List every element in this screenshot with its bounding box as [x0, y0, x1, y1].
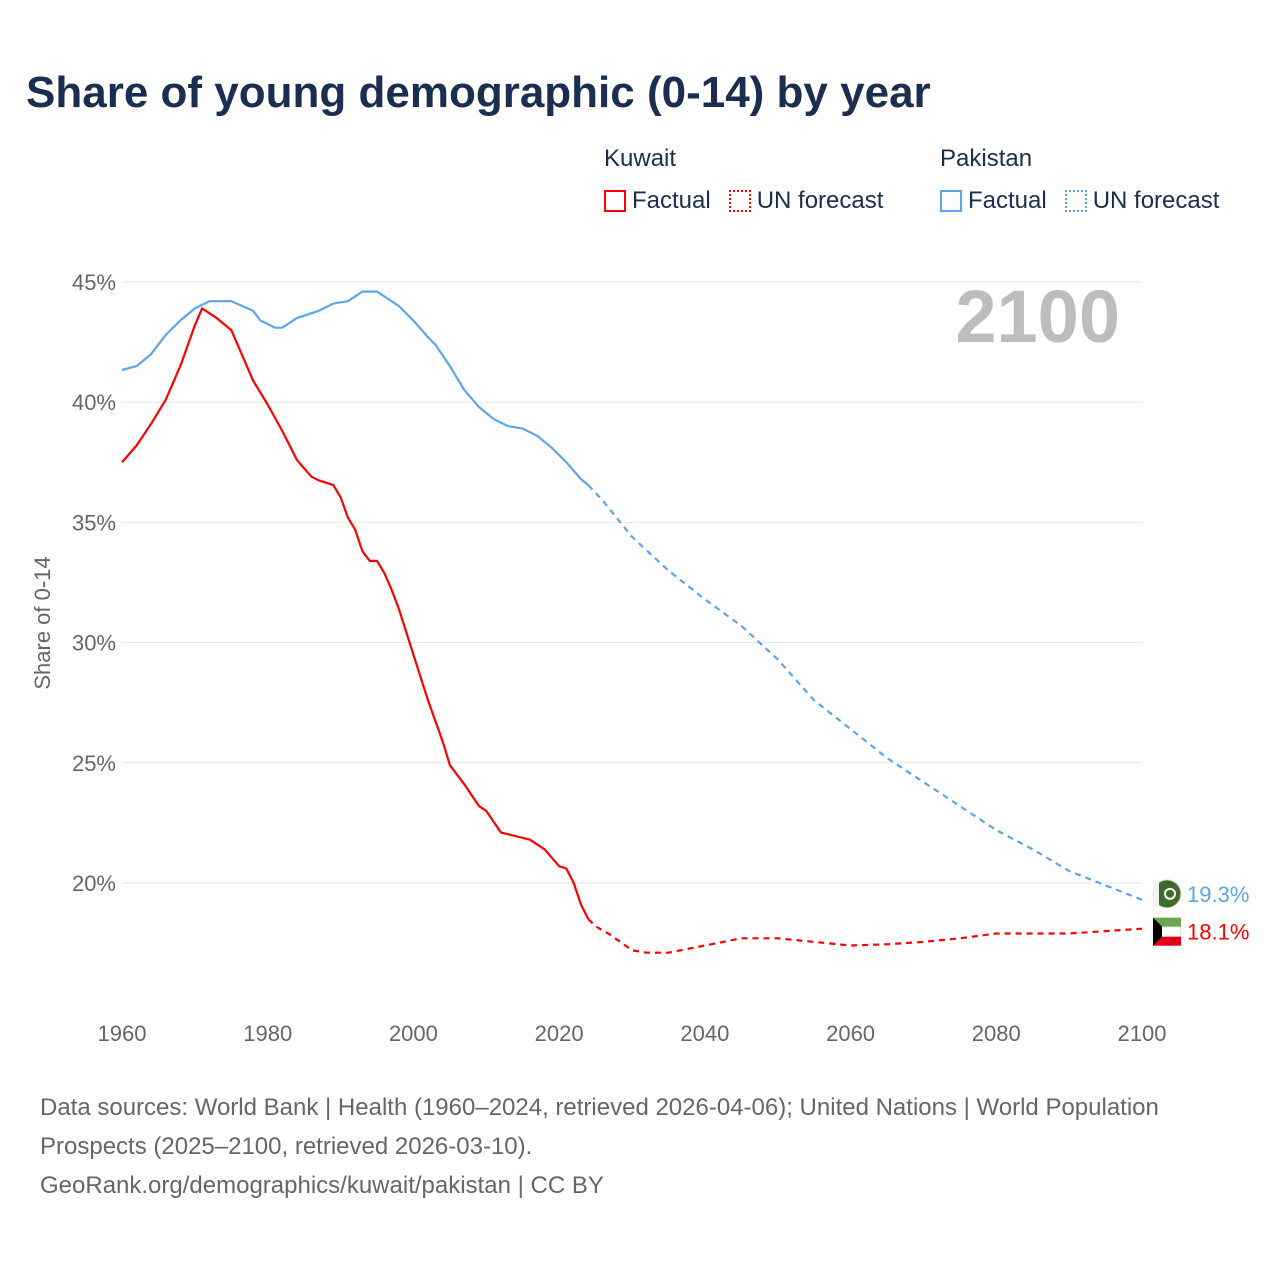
kuwait-flag-trapezoid	[1153, 917, 1162, 946]
x-tick-label: 2080	[972, 1021, 1021, 1046]
credit-link[interactable]: GeoRank.org/demographics/kuwait/pakistan…	[40, 1172, 604, 1199]
legend-label: Factual	[968, 187, 1047, 214]
year-display: 2100	[955, 275, 1120, 358]
pakistan-end-label: 19.3%	[1187, 882, 1249, 907]
pakistan-flag-crescent	[1164, 887, 1176, 900]
legend-swatch	[604, 190, 626, 212]
kuwait-factual-line	[121, 307, 590, 920]
y-tick-label: 20%	[72, 871, 116, 896]
x-tick-label: 1980	[243, 1021, 292, 1046]
x-tick-label: 1960	[98, 1021, 147, 1046]
footer: Data sources: World Bank | Health (1960–…	[40, 1088, 1240, 1205]
legend-swatch	[1064, 190, 1087, 212]
y-axis-label: Share of 0-14	[30, 556, 55, 689]
kuwait-flag-stripe	[1153, 917, 1181, 927]
kuwait-forecast-line	[587, 918, 1143, 954]
x-tick-label: 2040	[680, 1021, 729, 1046]
legend-country-label: Pakistan	[940, 145, 1033, 172]
chart-title: Share of young demographic (0-14) by yea…	[26, 68, 931, 117]
y-tick-label: 25%	[72, 751, 116, 776]
legend-kuwait-factual[interactable]: Factual	[604, 187, 711, 215]
y-tick-label: 30%	[72, 631, 116, 656]
pakistan-flag-stripe	[1153, 879, 1159, 908]
legend-swatch	[940, 190, 962, 212]
kuwait-end-label: 18.1%	[1187, 920, 1249, 945]
y-tick-label: 45%	[72, 270, 116, 295]
data-sources: Data sources: World Bank | Health (1960–…	[40, 1094, 1159, 1160]
legend-kuwait: Kuwait Factual UN forecast	[604, 145, 883, 215]
line-chart: 20% 25% 30% 35% 40% 45% 1960 1980 2000 2020 2040 20…	[30, 270, 1249, 1046]
legend-pakistan-factual[interactable]: Factual	[940, 187, 1047, 215]
kuwait-flag-stripe	[1153, 936, 1181, 946]
x-tick-label: 2000	[389, 1021, 438, 1046]
x-tick-label: 2060	[826, 1021, 875, 1046]
legend-pakistan: Pakistan Factual UN forecast	[940, 145, 1219, 215]
legend-country-label: Kuwait	[604, 145, 677, 172]
x-tick-label: 2020	[535, 1021, 584, 1046]
pakistan-forecast-line	[587, 484, 1143, 901]
legend-label: Factual	[632, 187, 711, 214]
legend-label: UN forecast	[756, 187, 884, 214]
x-tick-label: 2100	[1118, 1021, 1167, 1046]
legend-kuwait-forecast[interactable]: UN forecast	[728, 187, 884, 215]
pakistan-factual-line	[121, 290, 589, 486]
legend-label: UN forecast	[1092, 187, 1220, 214]
legend-swatch	[728, 190, 751, 212]
legend-pakistan-forecast[interactable]: UN forecast	[1064, 187, 1220, 215]
y-tick-label: 40%	[72, 390, 116, 415]
y-tick-label: 35%	[72, 510, 116, 535]
